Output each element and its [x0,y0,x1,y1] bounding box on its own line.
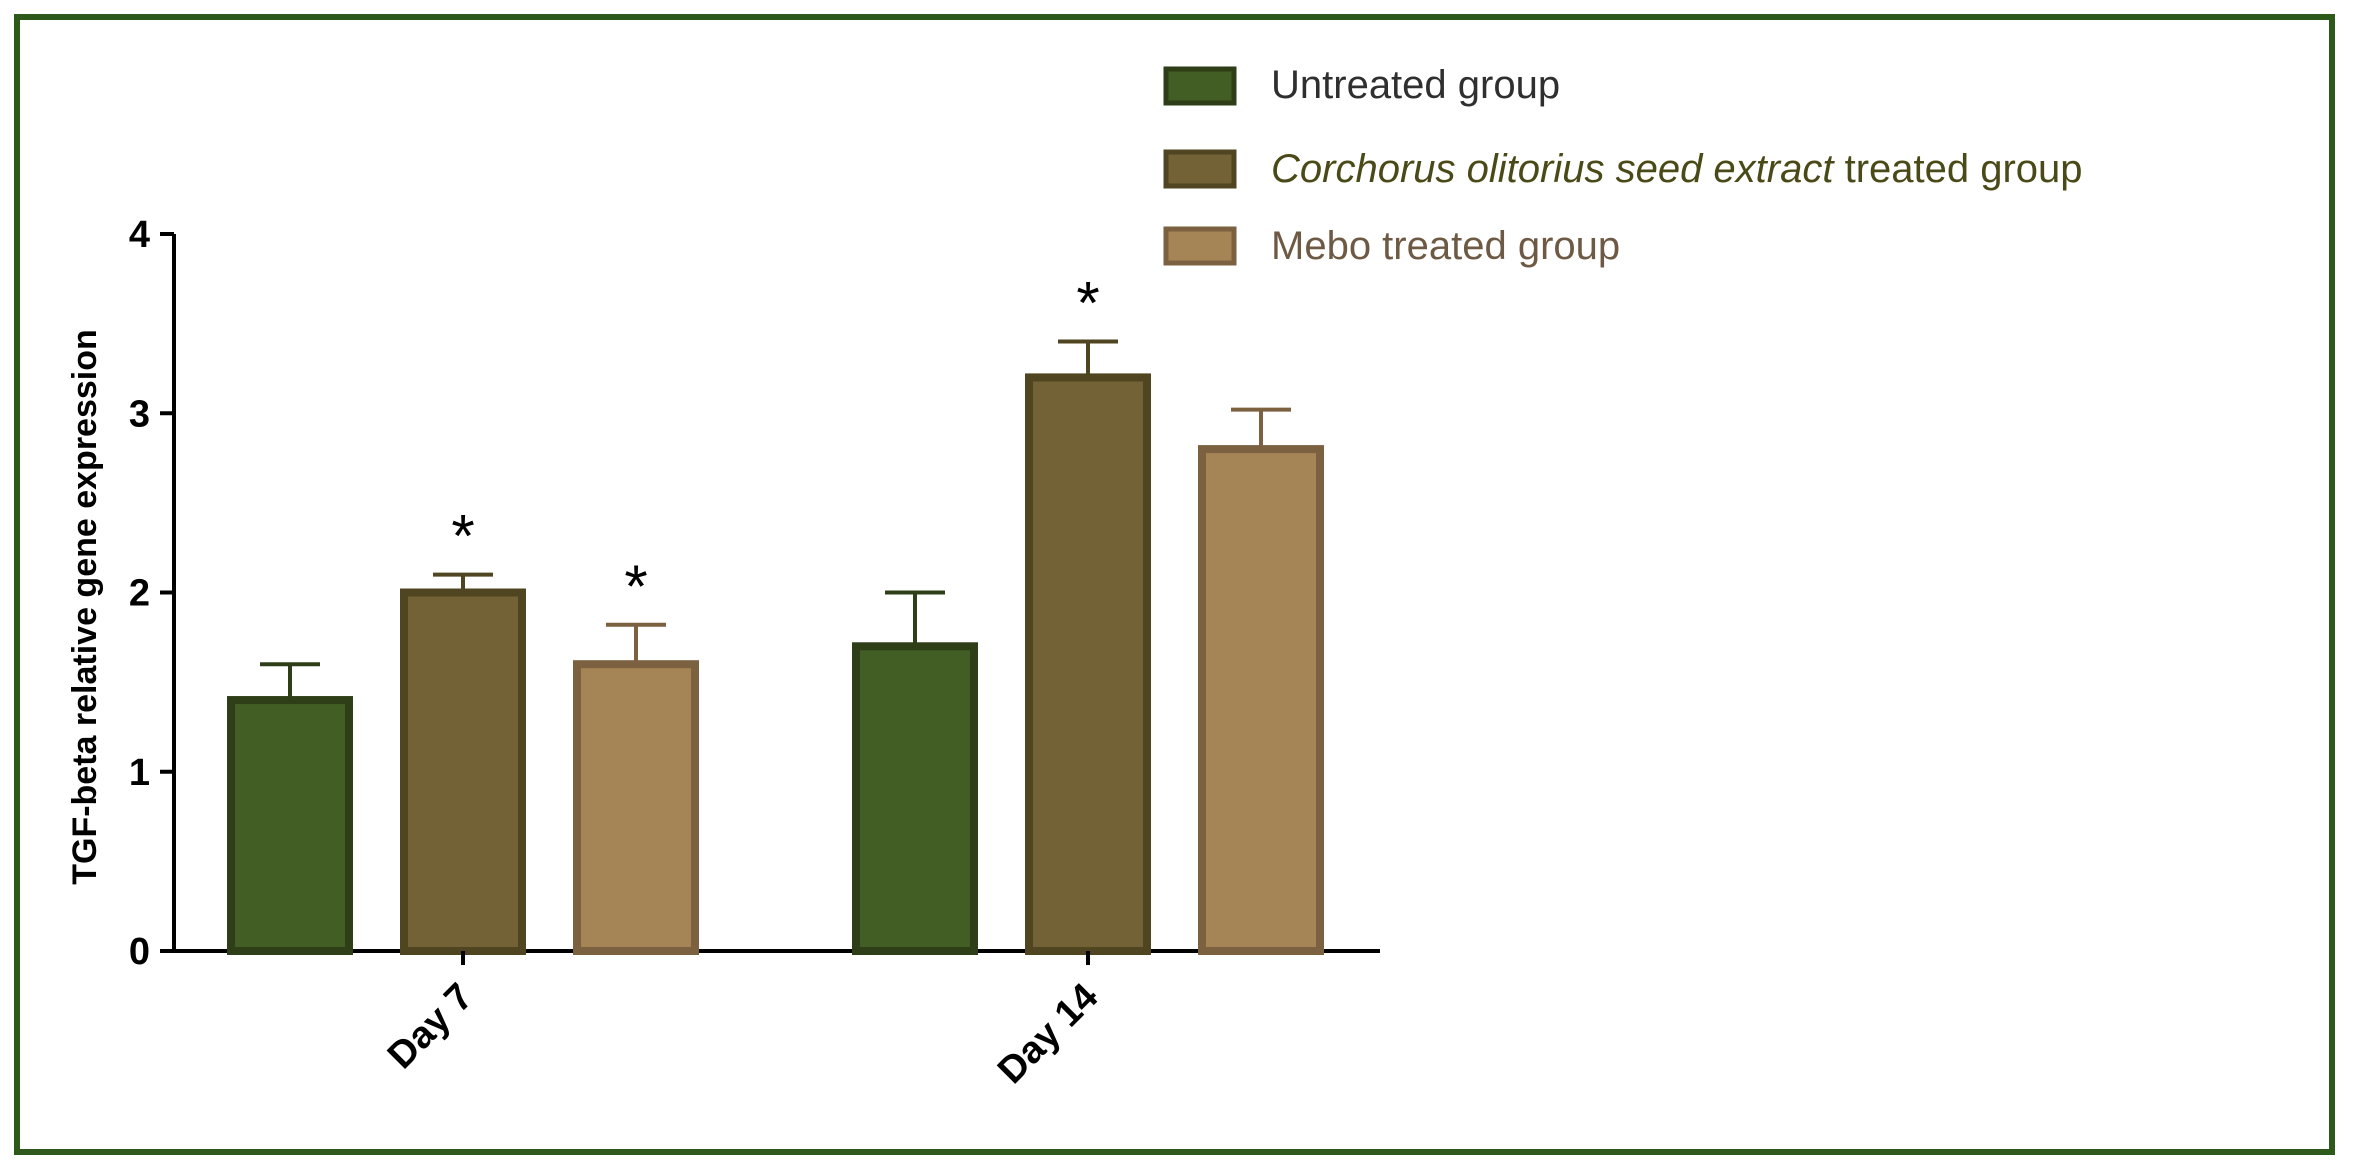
bar-day-7-series-0 [227,696,353,955]
legend-label-untreated: Untreated group [1271,63,1560,107]
legend-swatch-untreated [1163,66,1237,106]
y-tick-label: 4 [129,214,150,256]
bar-day-7-series-1 [400,588,526,955]
y-tick-label: 0 [129,931,150,973]
axes: 0 1 2 3 4 [129,214,1380,973]
y-tick-label: 2 [129,573,150,615]
legend-label-corchorus: Corchorus olitorius seed extract treated… [1271,147,2083,191]
significance-marker: * [624,553,647,620]
y-tick-label: 1 [129,752,150,794]
legend-label-corchorus-italic: Corchorus olitorius seed extract [1271,147,1835,191]
x-tick-label: Day 14 [990,976,1106,1092]
bar-day-14-series-1 [1025,373,1151,955]
significance-marker: * [1076,270,1099,337]
bars-group: * * * [227,270,1324,956]
x-tick-labels: Day 7 Day 14 [380,951,1106,1092]
bar-day-14-series-2 [1198,445,1324,955]
y-tick-label: 3 [129,393,150,435]
legend-swatch-corchorus [1163,149,1237,189]
legend: Untreated group Corchorus olitorius seed… [1163,63,2083,268]
legend-swatch-mebo [1163,226,1237,266]
legend-label-corchorus-rest: treated group [1845,147,2083,191]
x-tick-label: Day 7 [380,976,481,1077]
bar-day-14-series-0 [852,642,978,956]
legend-label-mebo: Mebo treated group [1271,224,1620,268]
significance-marker: * [451,503,474,570]
figure-frame [14,14,2335,1155]
y-axis-label: TGF-beta relative gene expression [66,329,104,885]
bar-day-7-series-2 [573,660,699,955]
